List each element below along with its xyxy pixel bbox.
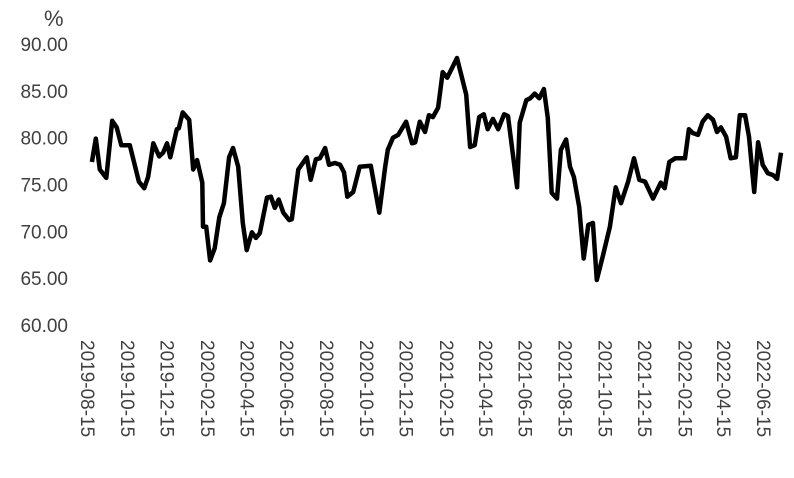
x-tick-label: 2021-10-15 <box>593 340 614 437</box>
x-tick-label: 2021-12-15 <box>633 340 654 437</box>
x-tick-label: 2021-04-15 <box>474 340 495 437</box>
y-tick-label: 85.00 <box>20 82 68 103</box>
y-tick-label: 80.00 <box>20 129 68 150</box>
y-axis-unit-label: % <box>44 6 64 31</box>
x-tick-label: 2019-08-15 <box>76 340 97 437</box>
y-tick-label: 70.00 <box>20 222 68 243</box>
x-tick-label: 2022-02-15 <box>674 340 695 437</box>
y-tick-label: 60.00 <box>20 316 68 337</box>
x-tick-label: 2020-08-15 <box>315 340 336 437</box>
x-tick-label: 2022-04-15 <box>712 340 733 437</box>
x-tick-label: 2020-10-15 <box>355 340 376 437</box>
y-tick-label: 90.00 <box>20 35 68 56</box>
series-line <box>89 55 784 283</box>
x-tick-label: 2020-12-15 <box>395 340 416 437</box>
y-tick-label: 75.00 <box>20 176 68 197</box>
x-tick-label: 2022-06-15 <box>752 340 773 437</box>
x-tick-label: 2021-08-15 <box>553 340 574 437</box>
x-tick-label: 2020-02-15 <box>196 340 217 437</box>
x-tick-label: 2021-06-15 <box>514 340 535 437</box>
x-tick-label: 2020-06-15 <box>275 340 296 437</box>
x-tick-label: 2019-10-15 <box>116 340 137 437</box>
x-tick-label: 2019-12-15 <box>156 340 177 437</box>
x-tick-label: 2020-04-15 <box>235 340 256 437</box>
x-tick-label: 2021-02-15 <box>435 340 456 437</box>
y-tick-label: 65.00 <box>20 269 68 290</box>
